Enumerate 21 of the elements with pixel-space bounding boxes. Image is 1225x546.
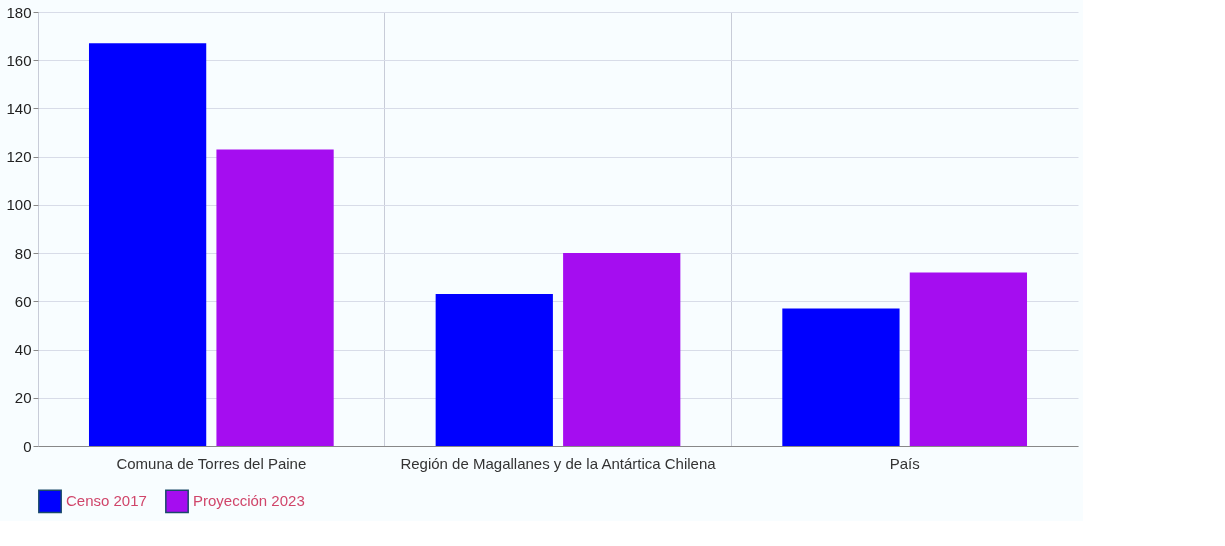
y-tick-label: 80 [14, 244, 32, 262]
y-tick-label: 0 [23, 437, 32, 455]
x-tick-label: Comuna de Torres del Paine [116, 454, 307, 472]
y-tick-label: 160 [6, 51, 32, 69]
y-tick-label: 60 [14, 292, 32, 310]
y-tick-label: 180 [6, 3, 32, 21]
bar [782, 308, 900, 446]
y-tick-label: 120 [6, 148, 32, 166]
y-tick-label: 40 [14, 341, 32, 359]
bar [216, 149, 334, 446]
x-tick-label: Región de Magallanes y de la Antártica Chilena [400, 454, 717, 472]
bar [435, 294, 553, 446]
legend-label: Censo 2017 [66, 492, 147, 510]
bar [88, 43, 207, 446]
y-tick-label: 20 [14, 389, 32, 407]
x-tick-label: País [889, 454, 920, 472]
y-tick-label: 140 [6, 99, 32, 117]
bar [909, 272, 1028, 446]
legend-label: Proyección 2023 [193, 492, 305, 510]
y-tick-label: 100 [6, 196, 32, 214]
bar [563, 253, 681, 446]
